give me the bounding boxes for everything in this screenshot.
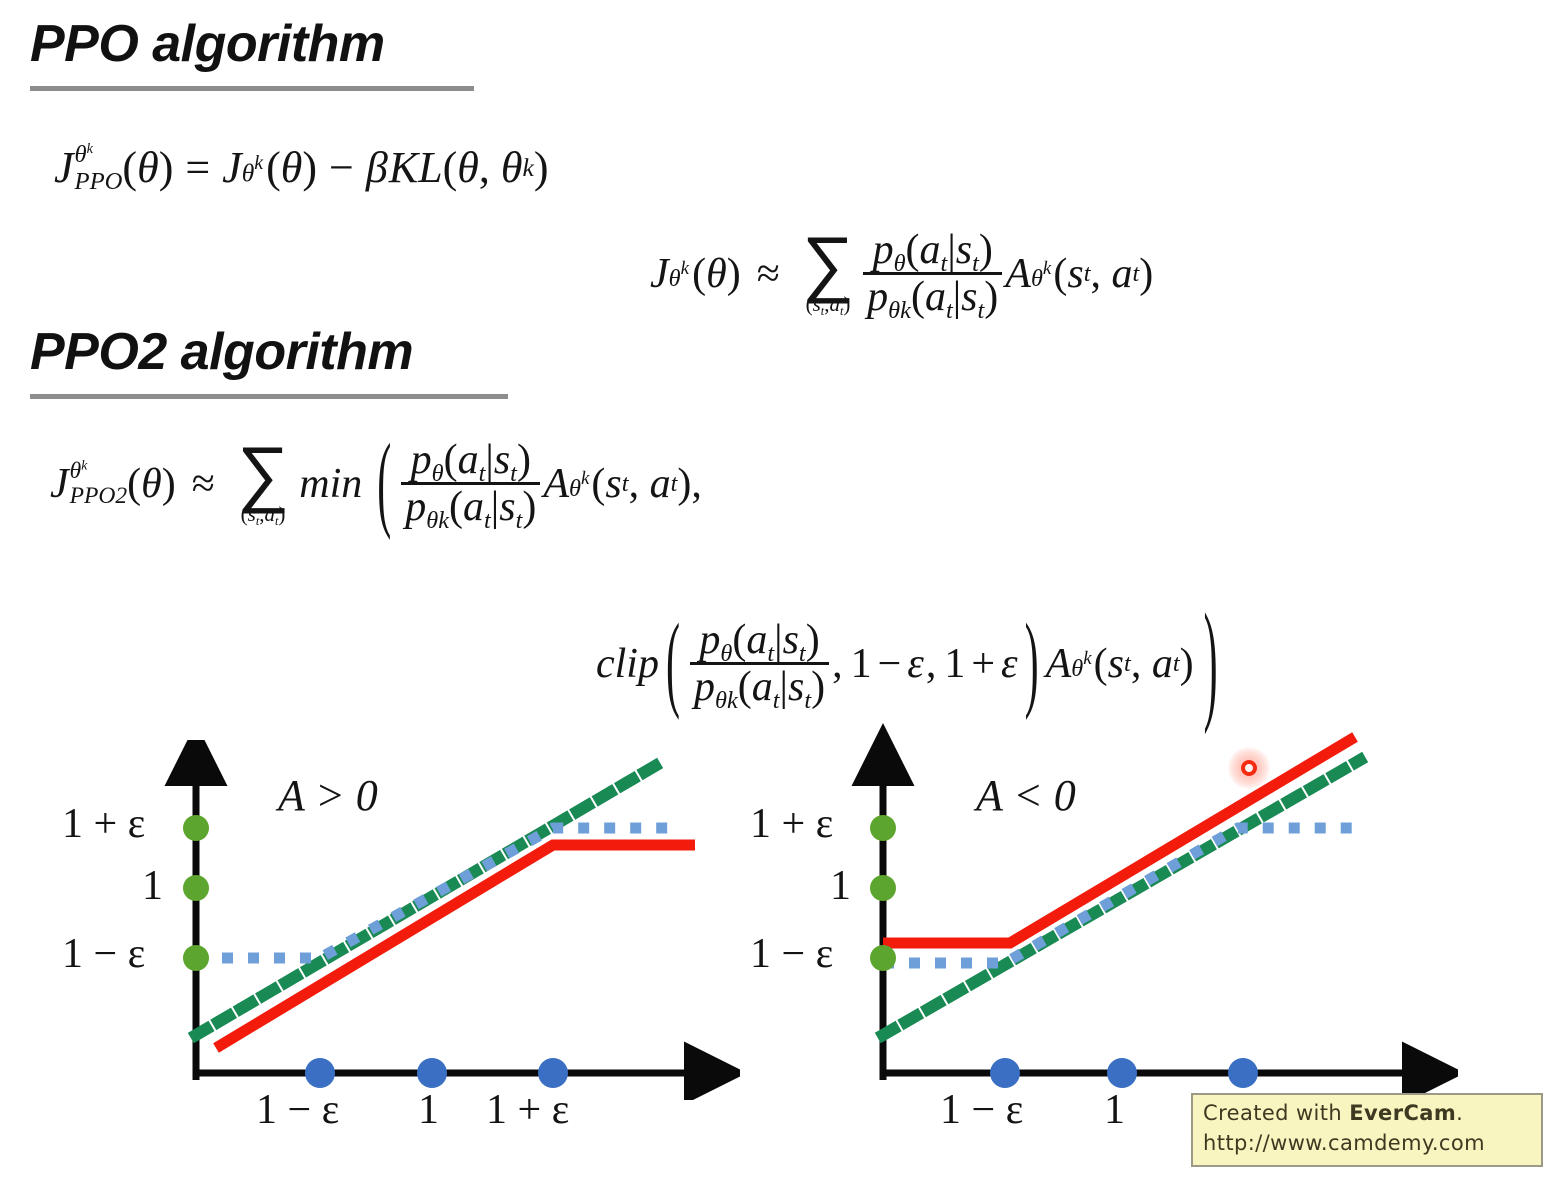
ytick-marker-1minus-eps bbox=[183, 945, 209, 971]
chart-left-a-positive bbox=[164, 740, 740, 1100]
title-underline-ppo2 bbox=[30, 394, 508, 399]
chart-right-ytick-label-2: 1 − ε bbox=[750, 931, 834, 977]
chart-left-ytick-label-2: 1 − ε bbox=[62, 931, 146, 977]
chart-right-xtick-label-1: 1 bbox=[1104, 1087, 1125, 1133]
ytick-marker-1 bbox=[183, 875, 209, 901]
page-title-ppo: PPO algorithm bbox=[30, 15, 385, 73]
chart-left-ytick-label-0: 1 + ε bbox=[62, 801, 146, 847]
series-identity-dotted bbox=[874, 751, 1369, 1044]
ytick-marker-1plus-eps bbox=[870, 815, 896, 841]
page-title-ppo2: PPO2 algorithm bbox=[30, 323, 414, 381]
chart-right-xtick-label-0: 1 − ε bbox=[940, 1087, 1024, 1133]
chart-left-title: A > 0 bbox=[278, 771, 378, 820]
chart-right-ytick-label-0: 1 + ε bbox=[750, 801, 834, 847]
xtick-marker-1minus-eps bbox=[305, 1058, 335, 1088]
xtick-marker-1plus-eps bbox=[538, 1058, 568, 1088]
xtick-marker-1plus-eps bbox=[1228, 1058, 1258, 1088]
xtick-marker-1minus-eps bbox=[990, 1058, 1020, 1088]
chart-left-xtick-label-2: 1 + ε bbox=[486, 1087, 570, 1133]
evercam-watermark: Created with EverCam. http://www.camdemy… bbox=[1191, 1093, 1543, 1167]
watermark-url: http://www.camdemy.com bbox=[1203, 1131, 1485, 1155]
title-underline-ppo bbox=[30, 86, 474, 91]
chart-left-xtick-label-1: 1 bbox=[418, 1087, 439, 1133]
xtick-marker-1 bbox=[417, 1058, 447, 1088]
formula-clip-term: clip ( pθ(at|st) pθk(at|st) , 1− ε , 1 + ε … bbox=[596, 589, 1218, 738]
chart-left-xtick-label-0: 1 − ε bbox=[256, 1087, 340, 1133]
series-objective-solid bbox=[213, 839, 695, 1053]
series-objective-solid bbox=[883, 732, 1358, 949]
click-indicator bbox=[1228, 747, 1270, 789]
xtick-marker-1 bbox=[1107, 1058, 1137, 1088]
chart-right-title: A < 0 bbox=[976, 771, 1076, 820]
series-clip-dotted bbox=[883, 822, 1357, 969]
watermark-line-1: Created with EverCam. bbox=[1203, 1101, 1463, 1125]
ytick-marker-1minus-eps bbox=[870, 945, 896, 971]
chart-right-a-negative bbox=[851, 723, 1458, 1100]
chart-left-ytick-label-1: 1 bbox=[142, 863, 163, 909]
ytick-marker-1 bbox=[870, 875, 896, 901]
watermark-suffix: . bbox=[1456, 1101, 1464, 1125]
watermark-prefix: Created with bbox=[1203, 1101, 1350, 1125]
ytick-marker-1plus-eps bbox=[183, 815, 209, 841]
chart-right-ytick-label-1: 1 bbox=[830, 863, 851, 909]
watermark-brand: EverCam bbox=[1349, 1101, 1457, 1125]
series-clip-dotted bbox=[196, 822, 670, 964]
